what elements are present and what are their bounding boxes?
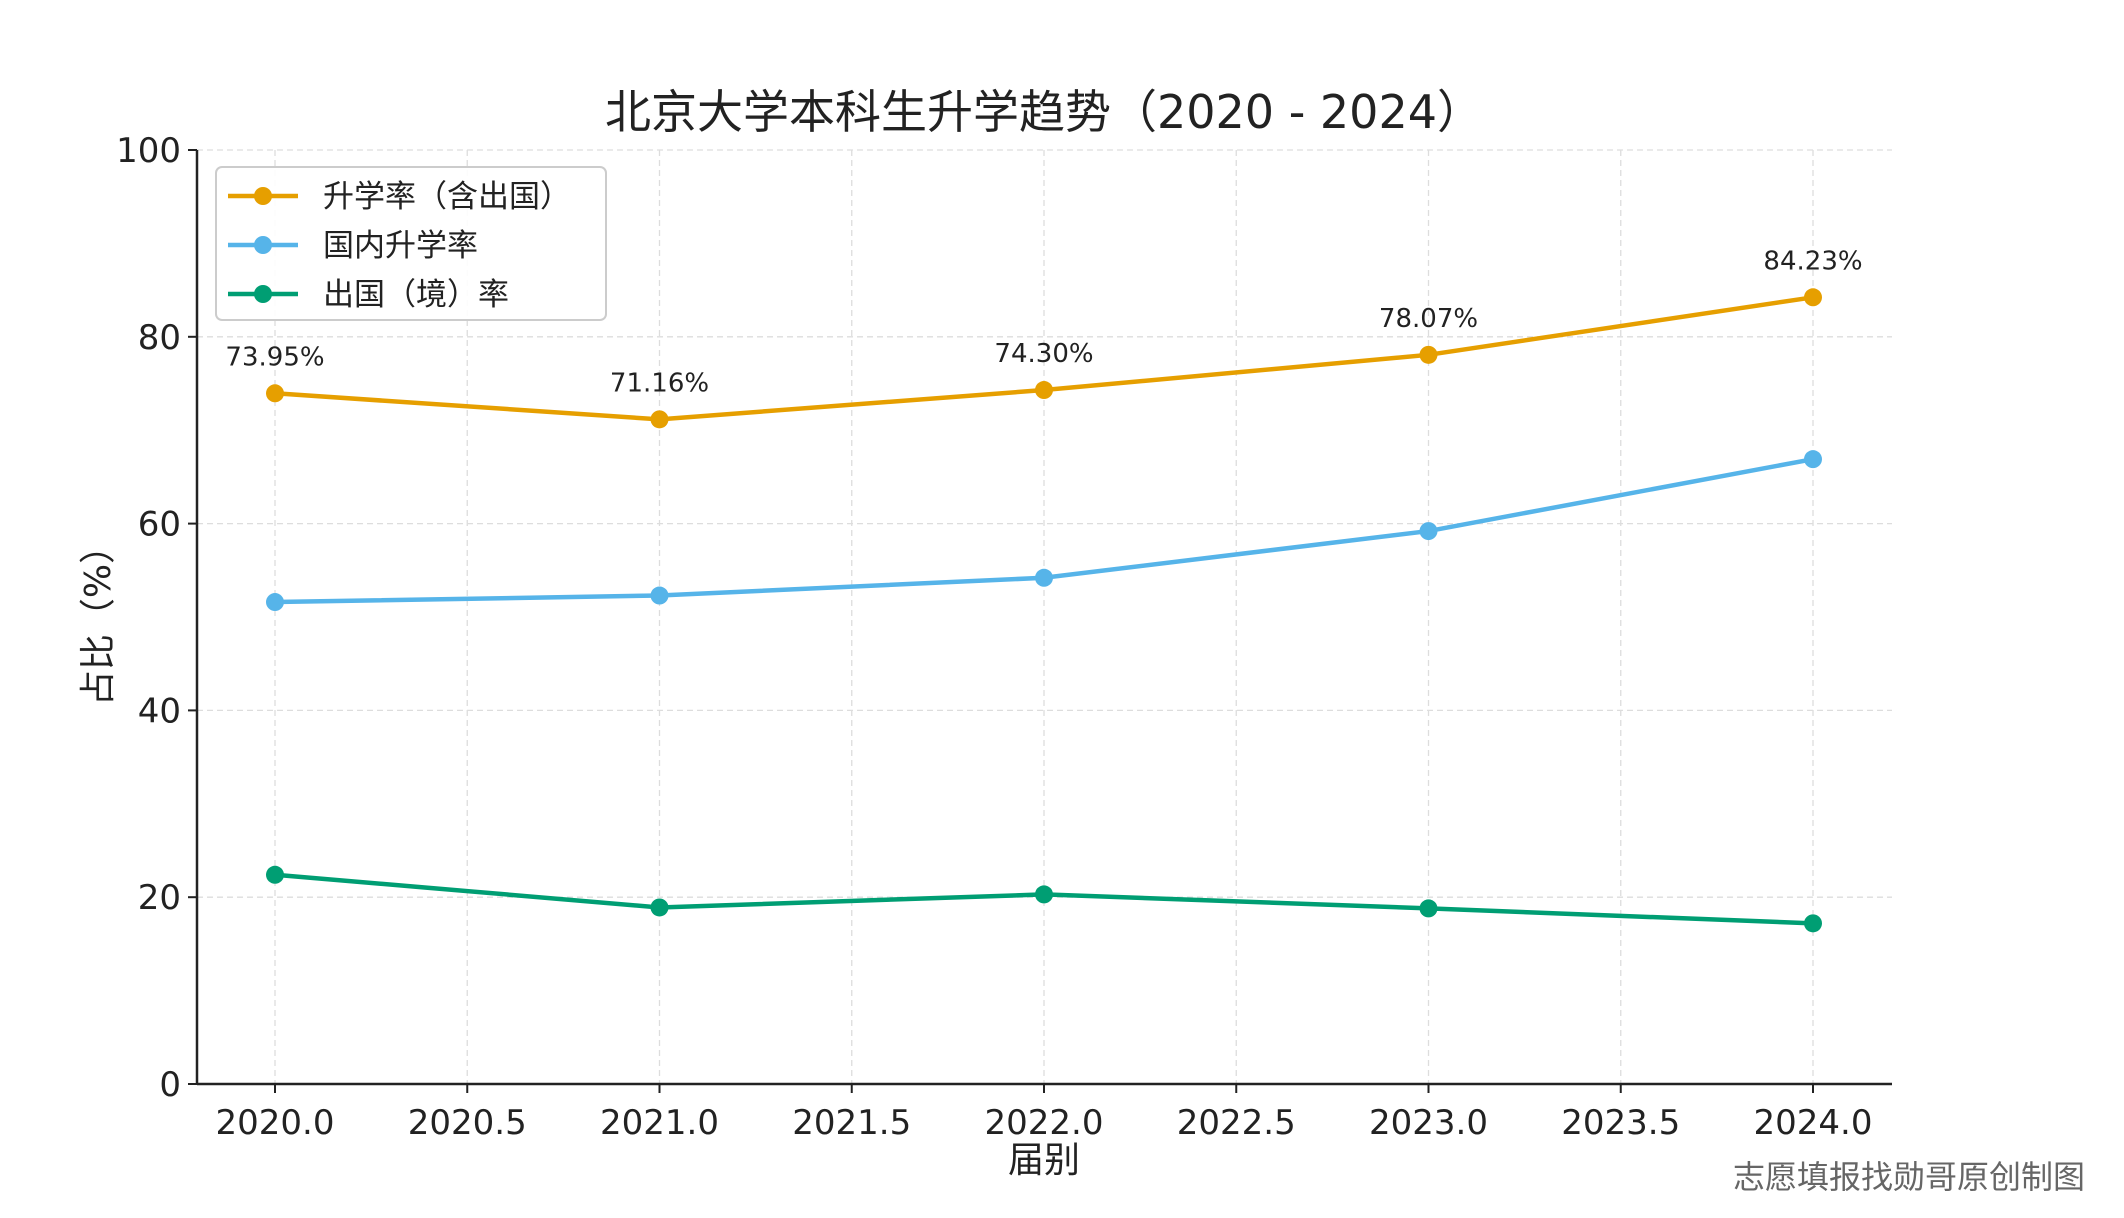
x-tick-label: 2020.0 bbox=[216, 1103, 335, 1143]
data-point bbox=[650, 898, 669, 917]
data-point bbox=[650, 410, 669, 429]
x-tick-label: 2022.0 bbox=[985, 1103, 1104, 1143]
y-tick-label: 40 bbox=[138, 691, 181, 731]
x-tick-label: 2023.5 bbox=[1561, 1103, 1680, 1143]
legend-label: 国内升学率 bbox=[323, 228, 478, 264]
y-tick-label: 60 bbox=[138, 505, 181, 545]
data-point bbox=[266, 865, 284, 884]
x-tick-label: 2024.0 bbox=[1754, 1103, 1873, 1143]
chart-title: 北京大学本科生升学趋势（2020 - 2024） bbox=[605, 85, 1483, 139]
data-point bbox=[1419, 899, 1438, 918]
legend-label: 升学率（含出国） bbox=[323, 179, 571, 215]
y-tick-label: 100 bbox=[116, 131, 181, 171]
series-group: 73.95% 71.16% 74.30% 78.07% 84.23% bbox=[225, 246, 1863, 933]
legend-box bbox=[215, 166, 607, 321]
series-2 bbox=[266, 865, 1822, 933]
legend-marker bbox=[254, 236, 272, 254]
data-label: 71.16% bbox=[610, 368, 709, 398]
x-tick-label: 2020.5 bbox=[408, 1103, 527, 1143]
data-label: 78.07% bbox=[1379, 304, 1478, 334]
axes: 2020.0 2020.5 2021.0 2021.5 2022.0 2022.5 2023… bbox=[116, 131, 1892, 1143]
data-point bbox=[1035, 568, 1053, 587]
data-point bbox=[1804, 914, 1822, 933]
x-tick-label: 2023.0 bbox=[1369, 1103, 1488, 1143]
y-tick-label: 80 bbox=[138, 318, 181, 358]
data-point bbox=[1035, 885, 1053, 904]
y-axis-label: 占比（%） bbox=[78, 528, 119, 706]
legend-marker bbox=[254, 187, 272, 205]
x-axis-label: 届别 bbox=[1008, 1140, 1080, 1181]
x-tick-label: 2022.5 bbox=[1177, 1103, 1296, 1143]
series-1 bbox=[266, 450, 1822, 612]
y-tick-label: 20 bbox=[138, 878, 181, 918]
data-point bbox=[266, 593, 284, 612]
data-point bbox=[1419, 522, 1438, 541]
legend-marker bbox=[254, 285, 272, 303]
data-point bbox=[1419, 345, 1438, 364]
legend-label: 出国（境）率 bbox=[323, 277, 509, 313]
data-label: 73.95% bbox=[225, 342, 324, 372]
data-point bbox=[1035, 381, 1053, 400]
watermark: 志愿填报找勋哥原创制图 bbox=[1733, 1158, 2085, 1196]
data-label: 84.23% bbox=[1763, 246, 1862, 276]
x-tick-label: 2021.0 bbox=[600, 1103, 719, 1143]
series-0: 73.95% 71.16% 74.30% 78.07% 84.23% bbox=[225, 246, 1863, 429]
data-label: 74.30% bbox=[994, 339, 1093, 369]
data-point bbox=[1804, 450, 1822, 469]
data-point bbox=[1804, 288, 1822, 307]
data-point bbox=[650, 586, 669, 605]
x-tick-label: 2021.5 bbox=[792, 1103, 911, 1143]
y-tick-label: 0 bbox=[159, 1065, 181, 1105]
data-point bbox=[266, 384, 284, 403]
